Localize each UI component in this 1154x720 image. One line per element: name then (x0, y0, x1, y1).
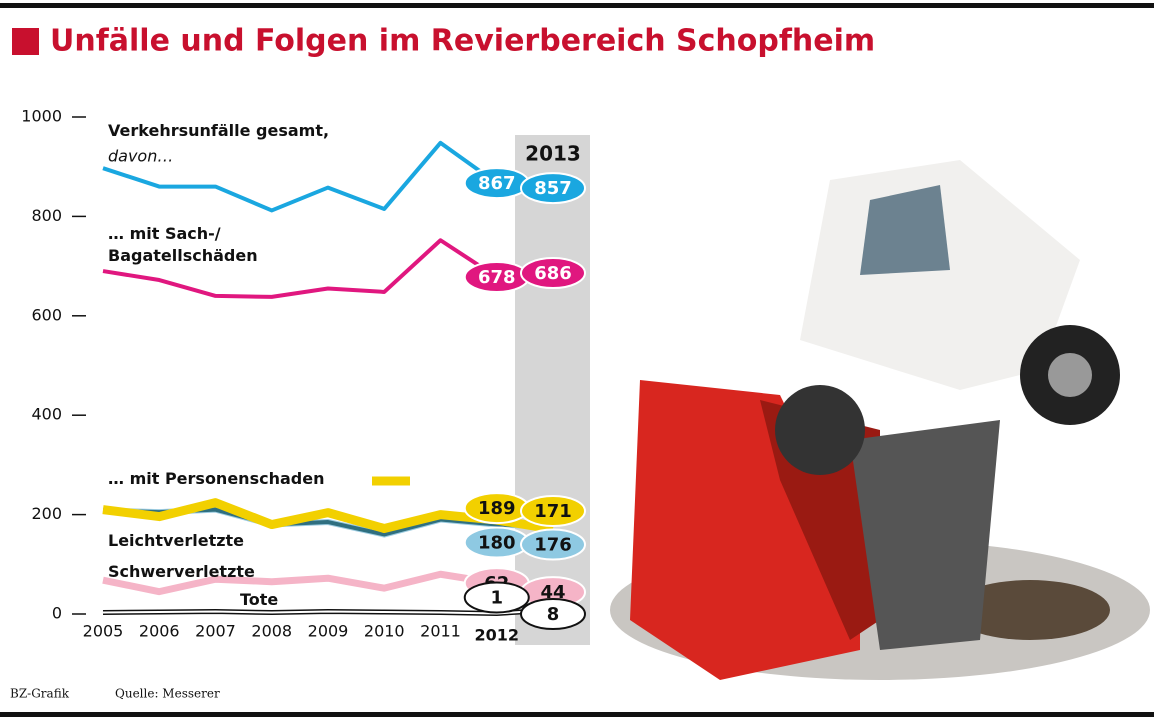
value-label: 678 (478, 267, 516, 288)
x-tick-label: 2012 (474, 626, 519, 645)
x-tick-label: 2008 (251, 622, 292, 641)
x-tick-label: 2009 (308, 622, 349, 641)
x-tick-label: 2011 (420, 622, 461, 641)
value-label: 189 (478, 498, 516, 519)
footer-credit: BZ-Grafik (10, 687, 70, 701)
series-name: Verkehrsunfälle gesamt, (108, 121, 329, 140)
footer-source: Quelle: Messerer (115, 687, 220, 701)
value-label: 8 (547, 604, 560, 625)
y-tick-label: 1000 (21, 107, 62, 126)
bottom-rule (0, 712, 1154, 717)
y-tick-label: 800 (31, 206, 62, 225)
series-line (102, 609, 554, 615)
value-bubble (463, 581, 530, 614)
value-label: 171 (534, 501, 572, 522)
x-tick-label: 2010 (364, 622, 405, 641)
series-name: Schwerverletzte (108, 562, 255, 581)
x-tick-label: 2006 (139, 622, 180, 641)
y-tick-label: 0 (52, 604, 62, 623)
highlight-band (515, 135, 590, 645)
value-bubble (520, 495, 586, 528)
value-label: 867 (478, 173, 516, 194)
value-label: 176 (534, 535, 572, 556)
chart-title: Unfälle und Folgen im Revierbereich Scho… (50, 24, 875, 59)
annotation: davon… (108, 147, 173, 166)
value-label: 180 (478, 533, 516, 554)
x-tick-label: 2005 (83, 622, 124, 641)
y-tick-label: 200 (31, 504, 62, 523)
x-tick-label: 2007 (195, 622, 236, 641)
x-tick-label: 2013 (525, 142, 581, 166)
value-label: 686 (534, 263, 572, 284)
y-tick-label: 400 (31, 405, 62, 424)
series-name: … mit Personenschaden (108, 469, 324, 488)
value-label: 857 (534, 178, 572, 199)
top-rule (0, 3, 1154, 8)
y-tick-label: 600 (31, 305, 62, 324)
value-label: 1 (490, 588, 503, 609)
series-name: … mit Sach-/Bagatellschäden (108, 224, 258, 265)
photo (610, 160, 1150, 680)
series-name: Tote (240, 590, 278, 609)
value-bubble (520, 598, 586, 631)
title-marker (12, 28, 39, 55)
value-bubble (520, 528, 586, 561)
value-label: 44 (540, 582, 565, 603)
value-bubble (520, 257, 586, 290)
series-line (102, 140, 554, 213)
series-name: Leichtverletzte (108, 531, 244, 550)
value-bubble (520, 172, 586, 205)
